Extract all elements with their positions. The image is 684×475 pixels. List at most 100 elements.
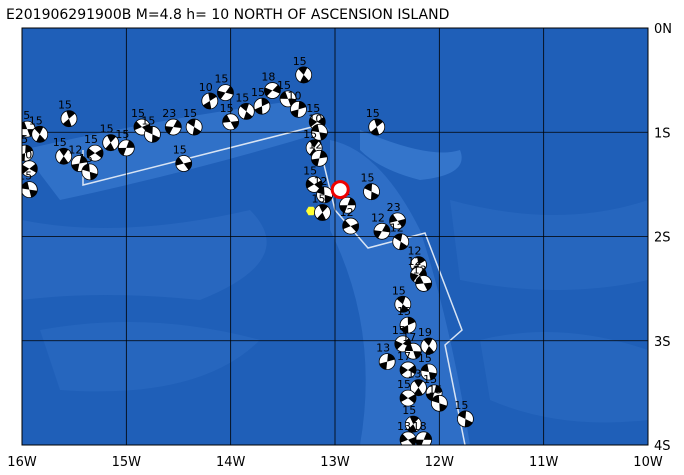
focal-mechanism <box>22 160 38 178</box>
depth-label: 12 <box>68 144 82 157</box>
depth-label: 15 <box>141 114 155 127</box>
focal-mechanism <box>399 431 417 445</box>
depth-label: 15 <box>361 172 375 185</box>
compression-quadrant <box>203 100 212 109</box>
depth-label: 13 <box>397 420 411 433</box>
compression-quadrant <box>339 205 348 213</box>
compression-quadrant <box>428 372 437 380</box>
compression-quadrant <box>407 317 416 326</box>
compression-quadrant <box>397 218 406 228</box>
compression-quadrant <box>240 103 249 112</box>
depth-label: 15 <box>18 170 32 183</box>
depth-label: 12 <box>371 211 385 224</box>
compression-quadrant <box>311 158 320 167</box>
focal-mechanism <box>392 233 410 251</box>
compression-quadrant <box>95 148 104 158</box>
compression-quadrant <box>405 343 414 352</box>
depth-label: 17 <box>397 350 411 363</box>
compression-quadrant <box>62 118 72 127</box>
y-tick-label: 4S <box>654 439 671 454</box>
compression-quadrant <box>423 337 433 346</box>
focal-mechanism <box>279 90 297 108</box>
compression-quadrant <box>324 194 333 203</box>
focal-mechanism <box>60 110 78 128</box>
compression-quadrant <box>175 157 184 166</box>
compression-quadrant <box>389 214 398 223</box>
depth-label: 15 <box>418 352 432 365</box>
focal-mechanism <box>102 134 120 152</box>
compression-quadrant <box>87 148 96 158</box>
depth-label: 12 <box>314 175 328 188</box>
focal-mechanism <box>368 118 386 136</box>
compression-quadrant <box>152 134 160 143</box>
depth-label: 13 <box>413 263 427 276</box>
depth-label: 15 <box>454 399 468 412</box>
focal-mechanism <box>415 275 433 292</box>
x-tick-label: 16W <box>7 455 37 470</box>
compression-quadrant <box>34 126 44 135</box>
compression-quadrant <box>381 224 390 233</box>
compression-quadrant <box>374 119 383 128</box>
compression-quadrant <box>410 272 419 282</box>
compression-quadrant <box>458 410 467 419</box>
focal-mechanism <box>314 204 331 221</box>
compression-quadrant <box>396 296 406 305</box>
focal-mechanism <box>201 92 219 110</box>
compression-quadrant <box>165 126 174 135</box>
compression-quadrant <box>407 424 417 433</box>
focal-mechanism <box>316 186 333 204</box>
compression-quadrant <box>288 98 297 107</box>
focal-mechanism <box>389 212 407 230</box>
compression-quadrant <box>317 116 326 126</box>
compression-quadrant <box>464 418 473 427</box>
compression-quadrant <box>107 134 117 143</box>
focal-mechanism <box>410 266 427 284</box>
compression-quadrant <box>300 74 310 83</box>
compression-quadrant <box>183 161 192 170</box>
focal-mechanism <box>342 217 360 235</box>
depth-label: 15 <box>131 107 145 120</box>
y-tick-label: 2S <box>654 231 671 246</box>
depth-label: 15 <box>402 404 416 417</box>
focal-mechanism <box>404 342 422 360</box>
focal-mechanism <box>457 410 474 428</box>
compression-quadrant <box>319 132 328 141</box>
compression-quadrant <box>309 117 318 127</box>
compression-quadrant <box>79 155 88 164</box>
depth-label: 15 <box>392 284 406 297</box>
depth-label: 15 <box>366 107 380 120</box>
compression-quadrant <box>316 186 325 195</box>
compression-quadrant <box>309 139 319 148</box>
x-tick-label: 12W <box>425 455 455 470</box>
compression-quadrant <box>22 181 30 190</box>
focal-mechanism <box>373 222 391 240</box>
focal-mechanism <box>420 363 438 381</box>
frame <box>21 27 649 446</box>
compression-quadrant <box>173 119 182 128</box>
focal-mechanism <box>164 118 182 136</box>
compression-quadrant <box>426 392 435 401</box>
compression-quadrant <box>425 345 435 354</box>
compression-quadrant <box>105 142 115 151</box>
depth-label: 15 <box>173 144 187 157</box>
compression-quadrant <box>298 66 308 75</box>
compression-quadrant <box>280 91 289 99</box>
depth-label: 15 <box>311 193 325 206</box>
compression-quadrant <box>261 98 270 107</box>
compression-quadrant <box>298 101 307 110</box>
compression-quadrant <box>409 416 419 425</box>
depth-label: 12 <box>390 222 404 235</box>
depth-label: 15 <box>16 109 30 122</box>
depth-label: 15 <box>423 373 437 386</box>
depth-label: 15 <box>79 152 93 165</box>
compression-quadrant <box>208 92 217 101</box>
compression-quadrant <box>66 110 76 119</box>
compression-quadrant <box>272 84 281 94</box>
focal-mechanism <box>378 353 396 371</box>
depth-label: 23 <box>162 107 176 120</box>
depth-label: 12 <box>407 255 421 268</box>
depth-label: 15 <box>53 136 67 149</box>
focal-mechanism <box>430 394 448 412</box>
